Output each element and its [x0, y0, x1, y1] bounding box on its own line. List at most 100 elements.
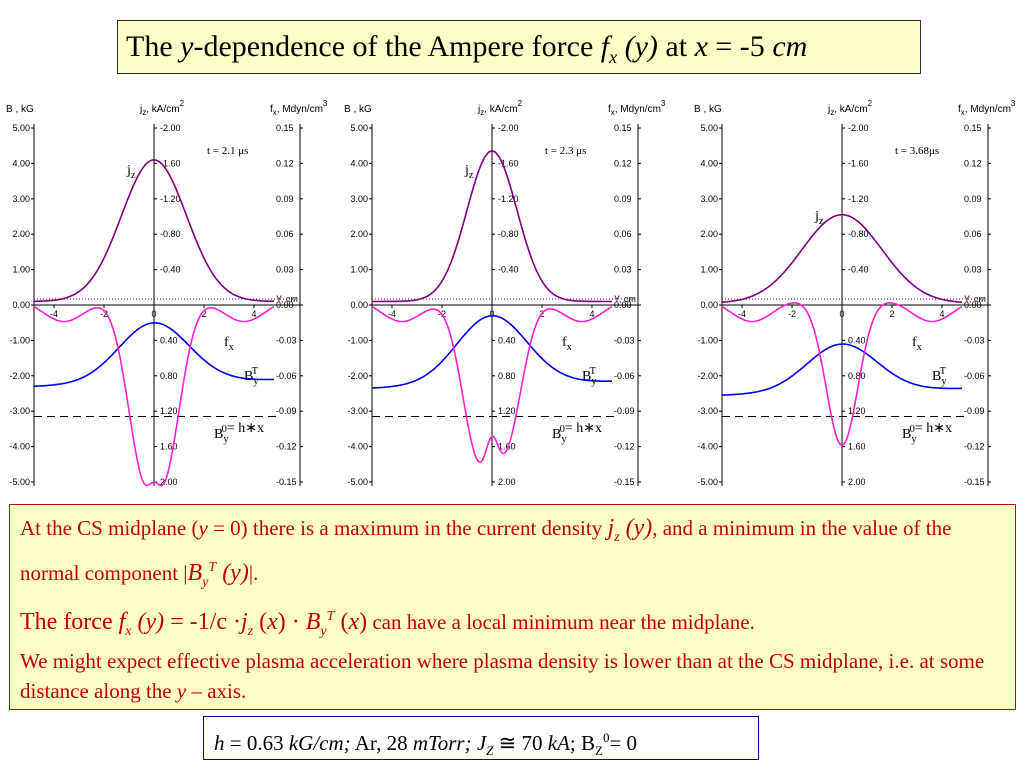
jz-curve — [372, 150, 612, 303]
by0-line-label: By0= h∗x — [902, 421, 952, 445]
jz-tick-label: 1.20 — [160, 406, 178, 416]
fx-tick-label: -0.03 — [276, 335, 297, 345]
jz-tick-label: 2.00 — [160, 477, 178, 487]
b-tick-label: 1.00 — [700, 265, 718, 275]
jz-tick-label: -1.60 — [160, 158, 181, 168]
fx-tick-label: -0.06 — [614, 371, 635, 381]
b-tick-label: 5.00 — [350, 123, 368, 133]
b-tick-label: -3.00 — [697, 406, 718, 416]
jz-tick-label: -2.00 — [848, 123, 869, 133]
jz-curve-label: jz — [814, 209, 824, 227]
plot-panel-3: B , kG jz, kA/cm2 fx, Mdyn/cm3 5.00 4.00 3.00… — [694, 99, 1016, 487]
jz-tick-label: 1.60 — [160, 442, 178, 452]
jz-tick-label: 1.60 — [848, 442, 866, 452]
jz-tick-label: 0.80 — [160, 371, 178, 381]
plot-panel-2: B , kG jz, kA/cm2 fx, Mdyn/cm3 5.00 4.00 3.00… — [344, 99, 666, 487]
x-tick-label: 4 — [589, 309, 594, 319]
x-tick-label: 0 — [489, 309, 494, 319]
jz-tick-label: -1.20 — [498, 194, 519, 204]
by-curve-label: ByT — [244, 366, 259, 387]
b-tick-label: -1.00 — [9, 335, 30, 345]
fx-tick-label: -0.12 — [964, 442, 985, 452]
jz-axis-label: jz, kA/cm2 — [139, 99, 185, 117]
jz-tick-label: 0.80 — [498, 371, 516, 381]
by-curve — [722, 343, 963, 396]
fx-tick-label: -0.09 — [964, 406, 985, 416]
b-tick-label: 3.00 — [12, 194, 30, 204]
fx-tick-label: 0.12 — [276, 158, 294, 168]
jz-tick-label: 0.40 — [848, 335, 866, 345]
fx-tick-label: 0.03 — [614, 265, 632, 275]
b-tick-label: 3.00 — [700, 194, 718, 204]
fx-curve — [721, 302, 963, 447]
explanation-box: At the CS midplane (y = 0) there is a ma… — [9, 504, 1016, 710]
fx-tick-label: -0.09 — [614, 406, 635, 416]
fx-curve — [371, 305, 613, 464]
jz-tick-label: -0.40 — [160, 265, 181, 275]
parameters-box: h = 0.63 kG/cm; Ar, 28 mTorr; JZ ≅ 70 kA… — [203, 716, 759, 760]
b-tick-label: -3.00 — [347, 406, 368, 416]
fx-curve — [33, 305, 275, 487]
b-tick-label: 0.00 — [700, 300, 718, 310]
fx-tick-label: 0.15 — [614, 123, 632, 133]
explanation-line-3: We might expect effective plasma acceler… — [20, 649, 985, 704]
jz-axis-label: jz, kA/cm2 — [827, 99, 873, 117]
b-tick-label: 4.00 — [350, 158, 368, 168]
jz-tick-label: 2.00 — [498, 477, 516, 487]
x-tick-label: 4 — [939, 309, 944, 319]
fx-tick-label: 0.00 — [964, 300, 982, 310]
b-axis-label: B , kG — [344, 104, 372, 115]
by-curve-label: ByT — [582, 366, 597, 387]
b-tick-label: 0.00 — [12, 300, 30, 310]
b-tick-label: -4.00 — [9, 442, 30, 452]
fx-tick-label: -0.03 — [964, 335, 985, 345]
fx-tick-label: -0.03 — [614, 335, 635, 345]
fx-tick-label: -0.15 — [614, 477, 635, 487]
fx-tick-label: 0.15 — [964, 123, 982, 133]
time-label: t = 3.68μs — [895, 145, 939, 157]
jz-tick-label: -0.80 — [160, 229, 181, 239]
x-tick-label: 2 — [889, 309, 894, 319]
time-label: t = 2.1 μs — [207, 145, 248, 157]
jz-curve-label: jz — [464, 163, 474, 181]
fx-tick-label: 0.03 — [964, 265, 982, 275]
b-tick-label: -3.00 — [9, 406, 30, 416]
b-tick-label: 1.00 — [350, 265, 368, 275]
fx-tick-label: 0.06 — [614, 229, 632, 239]
fx-tick-label: -0.06 — [276, 371, 297, 381]
fx-tick-label: 0.00 — [614, 300, 632, 310]
fx-tick-label: -0.06 — [964, 371, 985, 381]
jz-tick-label: -2.00 — [160, 123, 181, 133]
fx-curve-label: fx — [224, 335, 235, 353]
x-tick-label: 2 — [201, 309, 206, 319]
jz-tick-label: 0.40 — [160, 335, 178, 345]
x-tick-label: 0 — [839, 309, 844, 319]
fx-curve-label: fx — [912, 335, 923, 353]
fx-tick-label: -0.09 — [276, 406, 297, 416]
x-tick-label: 0 — [151, 309, 156, 319]
b-tick-label: -1.00 — [697, 335, 718, 345]
jz-tick-label: -1.60 — [848, 158, 869, 168]
by-curve-label: ByT — [932, 366, 947, 387]
fx-tick-label: -0.15 — [964, 477, 985, 487]
jz-curve — [34, 159, 274, 303]
fx-tick-label: -0.12 — [276, 442, 297, 452]
b-tick-label: 1.00 — [12, 265, 30, 275]
by0-line-label: By0= h∗x — [214, 421, 264, 445]
fx-tick-label: 0.06 — [276, 229, 294, 239]
x-tick-label: -4 — [738, 309, 746, 319]
fx-tick-label: 0.12 — [964, 158, 982, 168]
b-tick-label: -5.00 — [9, 477, 30, 487]
fx-tick-label: 0.09 — [964, 194, 982, 204]
b-tick-label: 4.00 — [700, 158, 718, 168]
b-tick-label: -4.00 — [347, 442, 368, 452]
jz-tick-label: 0.80 — [848, 371, 866, 381]
b-tick-label: -5.00 — [697, 477, 718, 487]
explanation-line-1: At the CS midplane (y = 0) there is a ma… — [20, 515, 952, 590]
by-curve — [371, 315, 612, 389]
b-tick-label: 5.00 — [12, 123, 30, 133]
b-tick-label: -2.00 — [347, 371, 368, 381]
by0-line-label: By0= h∗x — [552, 421, 602, 445]
fx-tick-label: 0.03 — [276, 265, 294, 275]
fx-axis-label: fx, Mdyn/cm3 — [270, 99, 328, 117]
